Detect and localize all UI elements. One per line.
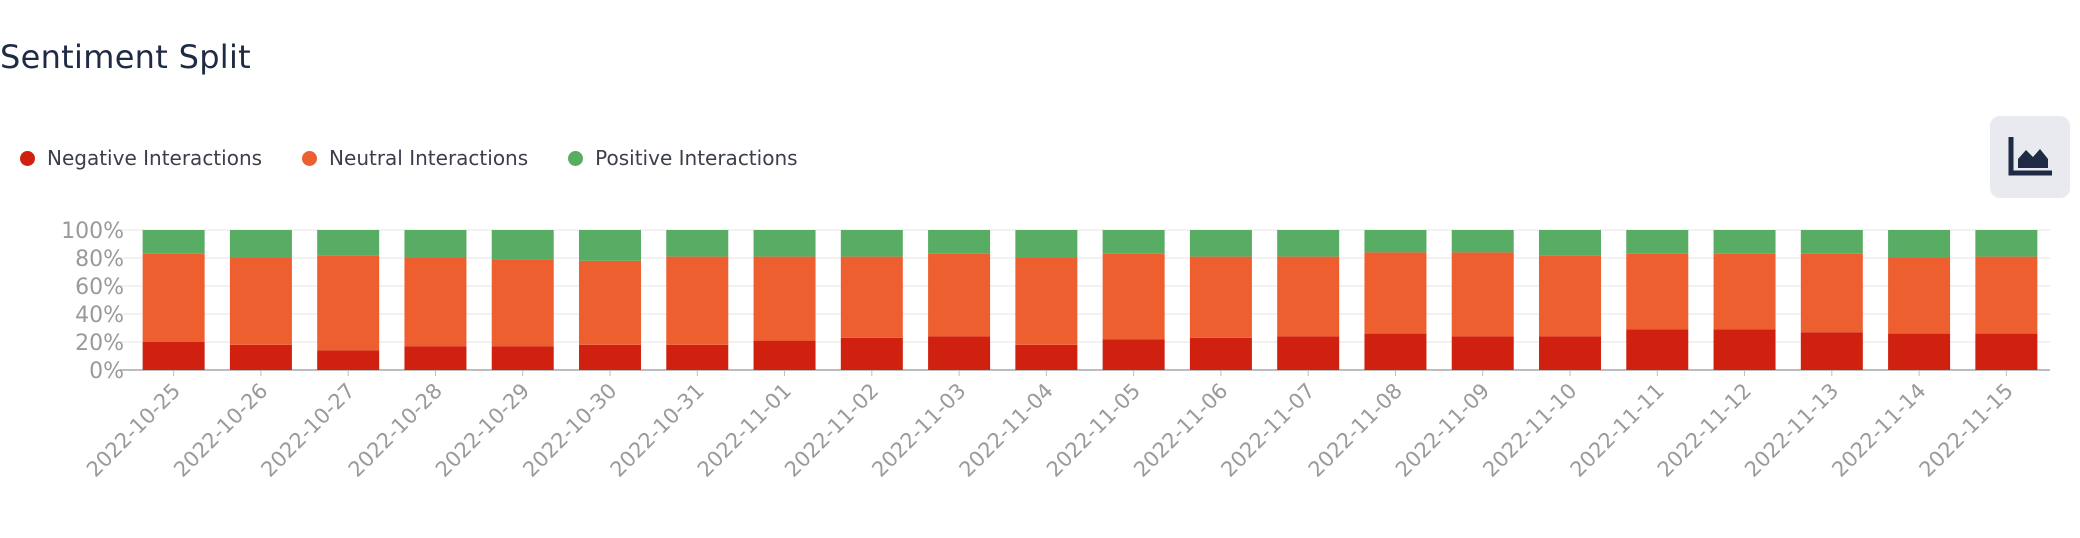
legend-item-neutral[interactable]: Neutral Interactions <box>302 146 528 170</box>
bar-segment-neutral[interactable] <box>753 256 816 341</box>
bar-segment-neutral[interactable] <box>1800 253 1863 333</box>
bar-segment-neutral[interactable] <box>840 256 903 338</box>
stacked-bar-chart: 0% 20% 40% 60% 80% 100% 2022-10-252022-10-262… <box>61 219 2050 482</box>
bar-segment-positive[interactable] <box>666 230 729 257</box>
legend-item-negative[interactable]: Negative Interactions <box>20 146 262 170</box>
bar-segment-positive[interactable] <box>1975 230 2038 257</box>
legend-label-positive: Positive Interactions <box>595 146 798 170</box>
chart-title: Sentiment Split <box>0 38 252 76</box>
bar-segment-negative[interactable] <box>840 337 903 370</box>
chart-legend: Negative Interactions Neutral Interactio… <box>20 146 798 170</box>
bar-segment-negative[interactable] <box>1975 333 2038 370</box>
bar-segment-positive[interactable] <box>928 230 991 254</box>
y-axis: 0% 20% 40% 60% 80% 100% <box>61 219 124 384</box>
bar-segment-neutral[interactable] <box>491 259 554 347</box>
bar-segment-negative[interactable] <box>491 346 554 370</box>
legend-label-negative: Negative Interactions <box>47 146 263 170</box>
bar-segment-positive[interactable] <box>142 230 205 254</box>
bars <box>142 230 2038 370</box>
bar-segment-neutral[interactable] <box>928 253 991 337</box>
bar-segment-neutral[interactable] <box>1539 255 1601 337</box>
bar-segment-negative[interactable] <box>1189 337 1252 370</box>
bar-segment-negative[interactable] <box>928 336 991 370</box>
bar-segment-neutral[interactable] <box>1189 256 1252 338</box>
bar-segment-negative[interactable] <box>142 342 205 370</box>
y-tick-label: 100% <box>61 219 124 244</box>
y-tick-label: 40% <box>75 303 124 328</box>
bar-segment-neutral[interactable] <box>1364 252 1427 334</box>
bar-segment-positive[interactable] <box>404 230 467 258</box>
bar-segment-neutral[interactable] <box>1102 253 1165 340</box>
bar-segment-negative[interactable] <box>1277 336 1340 370</box>
bar-segment-neutral[interactable] <box>317 255 380 351</box>
bar-segment-positive[interactable] <box>1102 230 1165 254</box>
bar-segment-neutral[interactable] <box>1888 258 1951 334</box>
bar-segment-positive[interactable] <box>317 230 380 256</box>
bar-segment-positive[interactable] <box>1364 230 1427 253</box>
bar-segment-negative[interactable] <box>1888 333 1951 370</box>
bar-segment-negative[interactable] <box>1451 336 1514 370</box>
bar-segment-negative[interactable] <box>1800 332 1863 370</box>
bar-segment-neutral[interactable] <box>229 258 292 345</box>
bar-segment-positive[interactable] <box>1189 230 1252 257</box>
bar-segment-negative[interactable] <box>579 344 641 370</box>
bar-segment-positive[interactable] <box>1451 230 1514 253</box>
bar-segment-positive[interactable] <box>1888 230 1951 258</box>
bar-segment-negative[interactable] <box>1364 333 1427 370</box>
bar-segment-neutral[interactable] <box>1277 256 1340 337</box>
bar-segment-positive[interactable] <box>229 230 292 258</box>
bar-segment-neutral[interactable] <box>666 256 729 345</box>
bar-segment-negative[interactable] <box>1015 344 1078 370</box>
bar-segment-positive[interactable] <box>1800 230 1863 254</box>
bar-segment-negative[interactable] <box>404 346 467 370</box>
legend-dot-neutral <box>302 150 318 166</box>
bar-segment-positive[interactable] <box>1626 230 1689 254</box>
bar-segment-neutral[interactable] <box>1713 253 1776 330</box>
legend-dot-negative <box>20 150 35 166</box>
y-tick-label: 60% <box>75 275 124 300</box>
legend-label-neutral: Neutral Interactions <box>329 146 529 170</box>
bar-segment-negative[interactable] <box>1539 336 1601 370</box>
legend-item-positive[interactable]: Positive Interactions <box>568 146 798 170</box>
bar-segment-negative[interactable] <box>229 344 292 370</box>
y-tick-label: 80% <box>75 247 124 272</box>
bar-segment-negative[interactable] <box>1626 329 1689 370</box>
x-tick-label: 2022-11-15 <box>1915 379 2018 482</box>
chart-type-toggle-button[interactable] <box>1990 116 2070 198</box>
bar-segment-positive[interactable] <box>840 230 903 257</box>
bar-segment-positive[interactable] <box>1713 230 1776 254</box>
y-tick-label: 20% <box>75 331 124 356</box>
bar-segment-positive[interactable] <box>1015 230 1078 258</box>
bar-segment-positive[interactable] <box>491 230 554 260</box>
legend-dot-positive <box>568 150 584 166</box>
bar-segment-negative[interactable] <box>666 344 729 370</box>
bar-segment-negative[interactable] <box>753 340 816 370</box>
x-axis: 2022-10-252022-10-262022-10-272022-10-28… <box>82 370 2018 482</box>
bar-segment-negative[interactable] <box>317 350 380 370</box>
bar-segment-neutral[interactable] <box>142 253 205 342</box>
bar-segment-neutral[interactable] <box>1626 253 1689 330</box>
bar-segment-positive[interactable] <box>1277 230 1340 257</box>
bar-segment-neutral[interactable] <box>404 258 467 347</box>
y-tick-label: 0% <box>89 359 124 384</box>
bar-segment-negative[interactable] <box>1102 339 1165 370</box>
bar-segment-neutral[interactable] <box>1451 252 1514 337</box>
bar-segment-neutral[interactable] <box>579 260 641 345</box>
bar-segment-neutral[interactable] <box>1975 256 2038 334</box>
bar-segment-positive[interactable] <box>579 230 641 261</box>
bar-segment-neutral[interactable] <box>1015 258 1078 345</box>
bar-segment-positive[interactable] <box>1539 230 1601 256</box>
bar-segment-positive[interactable] <box>753 230 816 257</box>
area-chart-icon <box>2008 137 2052 176</box>
bar-segment-negative[interactable] <box>1713 329 1776 370</box>
